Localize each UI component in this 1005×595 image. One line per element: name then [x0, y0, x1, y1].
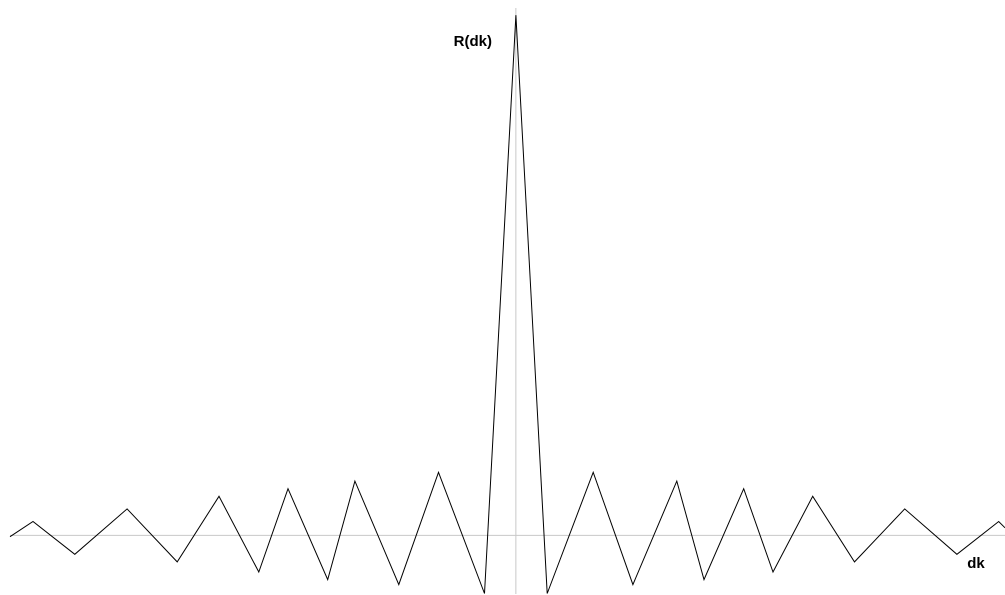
axes — [10, 8, 1005, 594]
y-axis-label: R(dk) — [454, 33, 492, 50]
series-line — [9, 15, 1005, 594]
x-axis-label: dk — [967, 555, 985, 572]
